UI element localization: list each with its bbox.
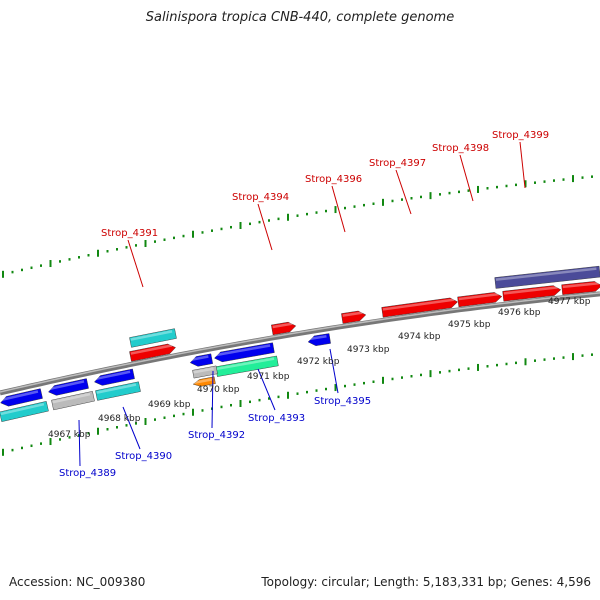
leader-line xyxy=(78,419,81,467)
leader-line xyxy=(331,185,346,233)
label-leader-lines xyxy=(78,141,526,467)
gene-strop-4395[interactable] xyxy=(307,333,331,347)
topology-text: Topology: circular; Length: 5,183,331 bp… xyxy=(261,575,591,589)
backbone-highlight xyxy=(0,292,600,393)
kbp-label: 4974 kbp xyxy=(398,332,441,342)
leader-line xyxy=(395,169,412,215)
gene-strop-4399-outer[interactable] xyxy=(494,265,600,289)
labels: 4967 kbp 4968 kbp 4969 kbp 4970 kbp 4971 kbp… xyxy=(48,130,591,479)
gene-label-reverse[interactable]: Strop_4395 xyxy=(314,396,371,407)
backbone-line xyxy=(0,291,600,396)
kbp-label: 4972 kbp xyxy=(297,357,340,367)
leader-line xyxy=(127,239,144,288)
tick-marks xyxy=(2,175,593,456)
gene-label-forward[interactable]: Strop_4398 xyxy=(432,143,489,154)
gene-label-reverse[interactable]: Strop_4390 xyxy=(115,451,172,462)
map-title: Salinispora tropica CNB-440, complete ge… xyxy=(145,10,455,25)
leader-line xyxy=(459,154,474,202)
gene-label-forward[interactable]: Strop_4396 xyxy=(305,174,362,185)
kbp-label: 4973 kbp xyxy=(347,345,390,355)
gene-strop-4391[interactable] xyxy=(129,343,176,362)
gene-strop-4391-outer[interactable] xyxy=(129,328,177,348)
gene-strop-4392-inner[interactable] xyxy=(189,353,213,368)
gene-strop-4396[interactable] xyxy=(341,310,367,324)
gene-strop-4389-inner[interactable] xyxy=(47,378,89,397)
gene-label-forward[interactable]: Strop_4399 xyxy=(492,130,549,141)
gene-label-forward[interactable]: Strop_4394 xyxy=(232,192,289,203)
leader-line xyxy=(257,368,276,411)
kbp-label: 4969 kbp xyxy=(148,400,191,410)
leader-line xyxy=(329,348,339,394)
gene-label-reverse[interactable]: Strop_4392 xyxy=(188,430,245,441)
leader-line xyxy=(211,370,214,429)
gene-strop-4398[interactable] xyxy=(457,292,503,308)
kbp-label: 4970 kbp xyxy=(197,385,240,395)
gene-label-reverse[interactable]: Strop_4389 xyxy=(59,468,116,479)
leader-line xyxy=(257,203,273,251)
gene-strop-4389[interactable] xyxy=(51,391,95,411)
gene-strop-4399[interactable] xyxy=(502,285,562,302)
gene-strop-4392[interactable] xyxy=(192,376,216,388)
gene-left-inner[interactable] xyxy=(0,388,43,408)
gene-strop-4390[interactable] xyxy=(95,381,141,401)
gene-strop-4399b[interactable] xyxy=(561,281,600,295)
gene-strop-4390-inner[interactable] xyxy=(93,368,135,387)
gene-strop-4393-inner[interactable] xyxy=(214,342,275,363)
kbp-label: 4975 kbp xyxy=(448,320,491,330)
kbp-label: 4967 kbp xyxy=(48,430,91,440)
gene-left-outer[interactable] xyxy=(0,401,49,422)
gene-label-forward[interactable]: Strop_4397 xyxy=(369,158,426,169)
leader-line xyxy=(519,141,526,189)
accession-text: Accession: NC_009380 xyxy=(9,575,146,589)
kbp-label: 4976 kbp xyxy=(498,308,541,318)
kbp-label: 4977 kbp xyxy=(548,297,591,307)
gene-strop-4397[interactable] xyxy=(381,297,459,318)
genome-backbone xyxy=(0,291,600,396)
leader-line xyxy=(122,406,141,450)
gene-label-forward[interactable]: Strop_4391 xyxy=(101,228,158,239)
gene-label-reverse[interactable]: Strop_4393 xyxy=(248,413,305,424)
gene-features xyxy=(0,265,600,422)
kbp-label: 4971 kbp xyxy=(247,372,290,382)
gene-strop-4392-grey[interactable] xyxy=(192,365,218,379)
kbp-label: 4968 kbp xyxy=(98,414,141,424)
gene-strop-4394[interactable] xyxy=(271,321,297,336)
